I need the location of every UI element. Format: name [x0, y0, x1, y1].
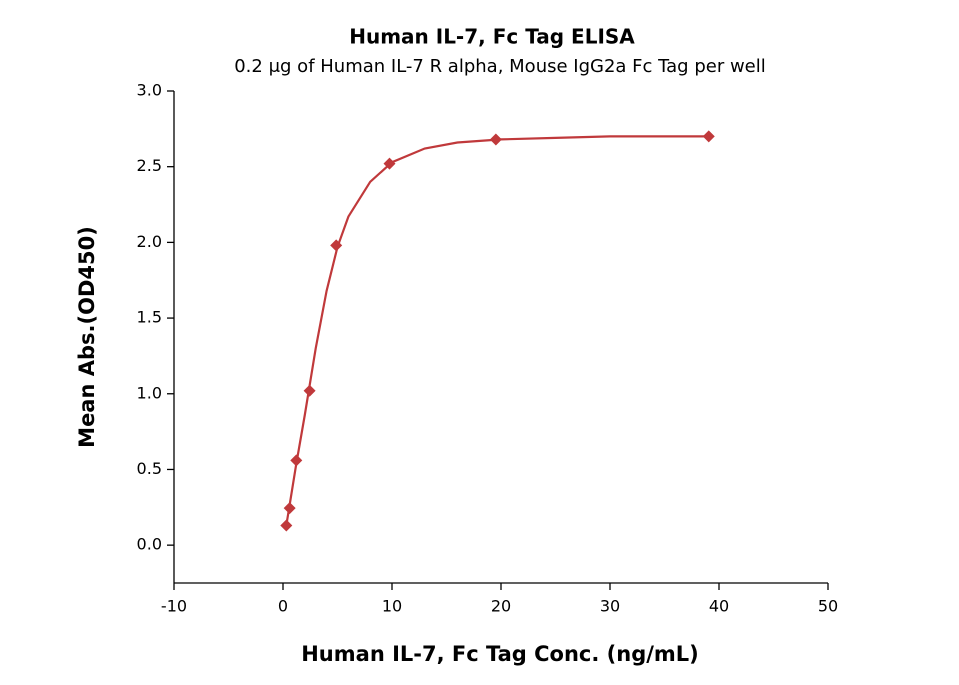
fit-curve [285, 135, 709, 526]
y-tick-label: 0.0 [137, 535, 162, 554]
chart-title: Human IL-7, Fc Tag ELISA [349, 25, 635, 49]
x-tick-label: 10 [382, 597, 402, 616]
point [383, 157, 396, 170]
point [489, 133, 502, 146]
x-tick-label: 40 [709, 597, 729, 616]
x-tick-label: 0 [278, 597, 288, 616]
x-tick-label: -10 [161, 597, 187, 616]
x-tick-label: 30 [600, 597, 620, 616]
y-tick-label: 2.5 [137, 156, 162, 175]
point [280, 519, 293, 532]
x-tick-label: 20 [491, 597, 511, 616]
y-tick-label: 1.5 [137, 308, 162, 327]
y-tick-label: 1.0 [137, 383, 162, 402]
point [290, 454, 303, 467]
y-tick-label: 0.5 [137, 459, 162, 478]
point [303, 384, 316, 397]
x-axis-label: Human IL-7, Fc Tag Conc. (ng/mL) [301, 642, 699, 666]
point [283, 502, 296, 515]
x-tick-label: 50 [818, 597, 838, 616]
point [330, 239, 343, 252]
y-tick-label: 2.0 [137, 232, 162, 251]
y-tick-label: 3.0 [137, 81, 162, 100]
y-axis-label: Mean Abs.(OD450) [75, 226, 99, 448]
point [702, 130, 715, 143]
chart-subtitle: 0.2 μg of Human IL-7 R alpha, Mouse IgG2… [234, 56, 766, 77]
